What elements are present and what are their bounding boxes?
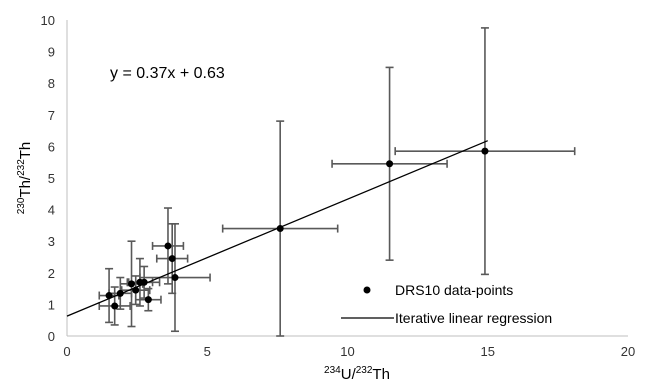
x-tick-label: 15 xyxy=(481,344,495,359)
legend-label-regression: Iterative linear regression xyxy=(395,310,552,326)
x-tick-label: 0 xyxy=(63,344,70,359)
data-point xyxy=(171,274,179,282)
data-point xyxy=(128,280,136,288)
y-tick-label: 7 xyxy=(48,108,55,123)
x-tick-label: 20 xyxy=(621,344,635,359)
y-tick-label: 10 xyxy=(41,13,55,28)
legend-label-data-points: DRS10 data-points xyxy=(395,282,513,298)
y-tick-label: 9 xyxy=(48,45,55,60)
data-point xyxy=(481,147,489,155)
y-tick-label: 2 xyxy=(48,266,55,281)
x-tick-label: 5 xyxy=(204,344,211,359)
y-axis-title: 230Th/232Th xyxy=(16,142,34,215)
data-point xyxy=(140,278,148,286)
x-axis-title: 234U/232Th xyxy=(324,365,390,383)
legend-marker-data-points xyxy=(363,286,371,294)
data-point xyxy=(105,292,113,300)
x-tick-label: 10 xyxy=(340,344,354,359)
data-point xyxy=(276,225,284,233)
tick-labels: 0 5 10 15 20 0 1 2 3 4 5 6 7 8 9 10 xyxy=(41,13,636,359)
data-points xyxy=(105,147,489,310)
regression-equation: y = 0.37x + 0.63 xyxy=(110,65,225,82)
data-point xyxy=(168,255,176,263)
y-tick-label: 5 xyxy=(48,171,55,186)
y-tick-label: 1 xyxy=(48,297,55,312)
data-point xyxy=(144,296,152,304)
y-tick-label: 6 xyxy=(48,139,55,154)
data-point xyxy=(386,160,394,168)
data-point xyxy=(132,286,140,294)
legend: DRS10 data-points Iterative linear regre… xyxy=(341,282,552,326)
data-point xyxy=(164,242,172,250)
axes xyxy=(66,20,628,337)
y-tick-label: 3 xyxy=(48,234,55,249)
data-point xyxy=(111,302,119,310)
y-tick-label: 8 xyxy=(48,76,55,91)
data-point xyxy=(116,289,124,297)
y-tick-label: 4 xyxy=(48,203,55,218)
y-tick-label: 0 xyxy=(48,329,55,344)
